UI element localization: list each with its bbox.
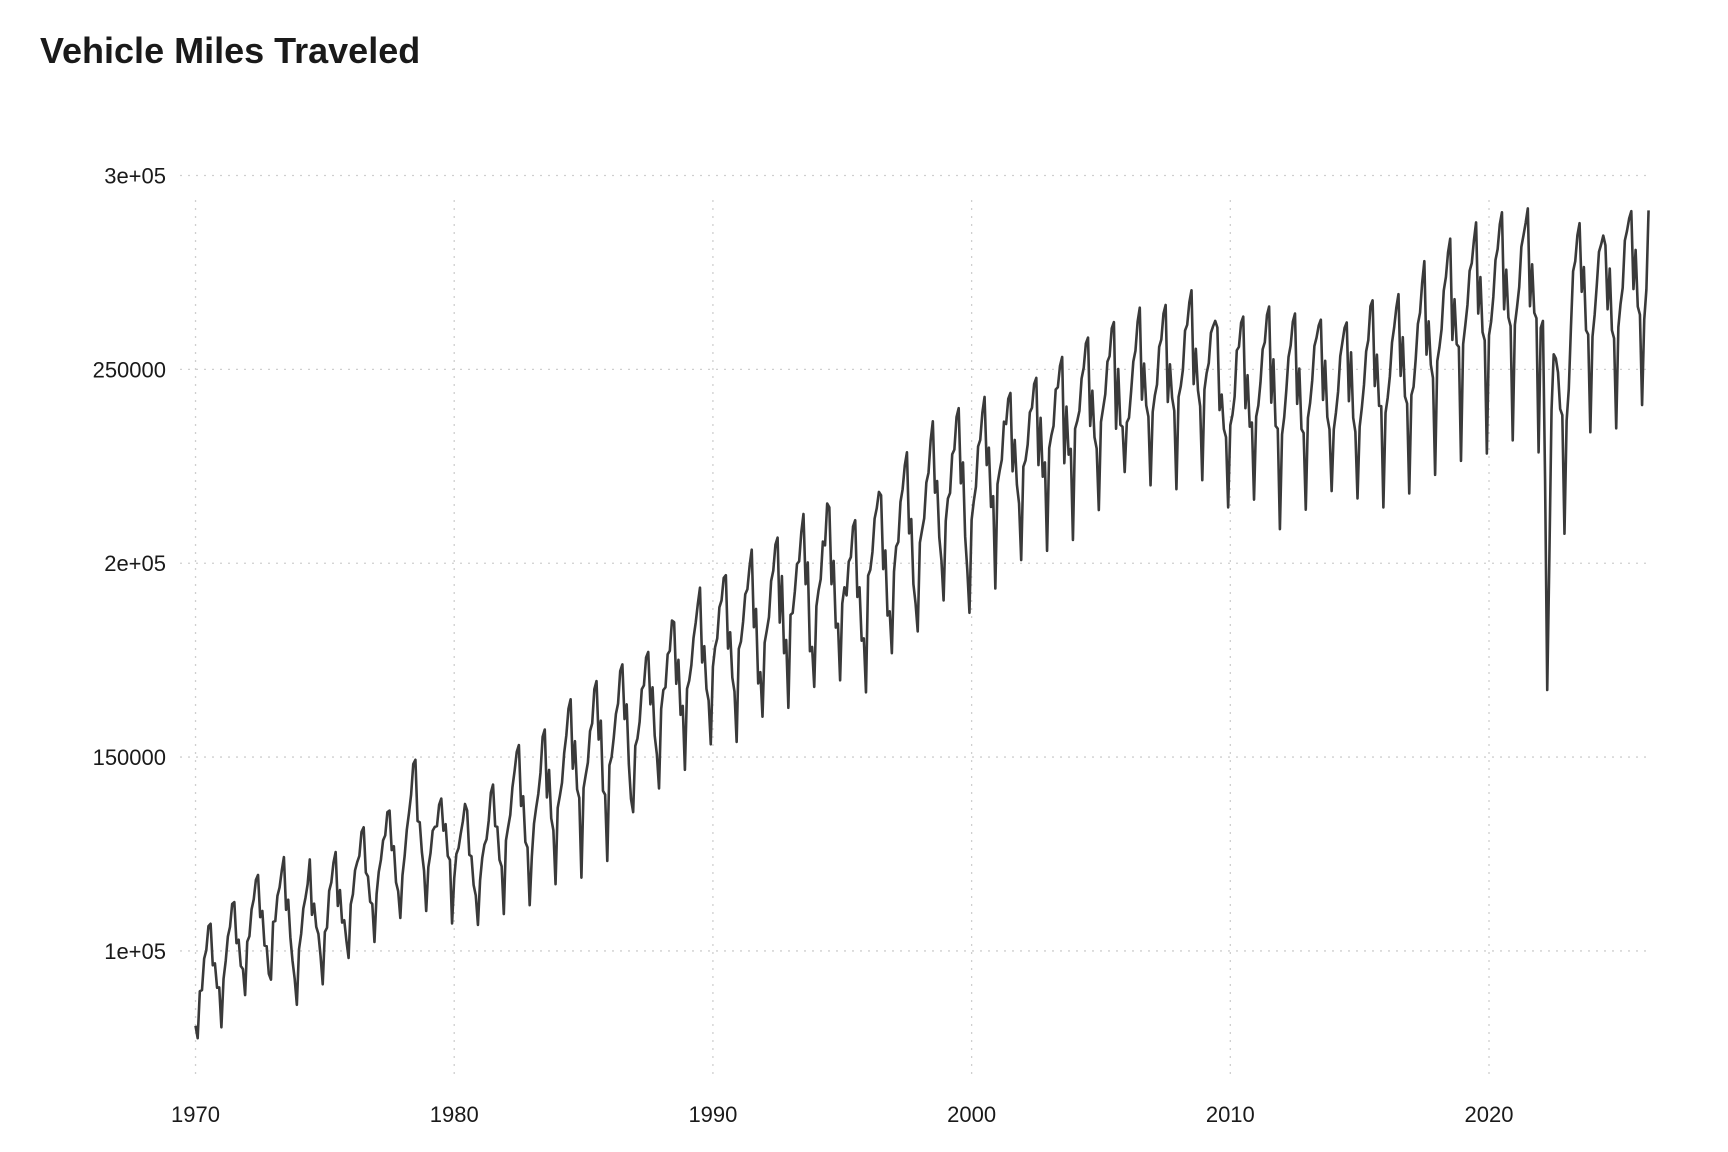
x-tick-label: 2000 xyxy=(947,1102,996,1127)
x-tick-label: 2010 xyxy=(1206,1102,1255,1127)
y-tick-label: 3e+05 xyxy=(104,164,166,189)
y-tick-label: 1e+05 xyxy=(104,939,166,964)
series-line xyxy=(194,207,1650,1040)
x-tick-label: 1990 xyxy=(688,1102,737,1127)
x-tick-label: 1980 xyxy=(430,1102,479,1127)
y-tick-label: 250000 xyxy=(93,357,166,382)
x-axis-tick-labels: 1970 1980 1990 2000 2010 2020 xyxy=(171,1102,1513,1127)
y-axis-tick-labels: 1e+05 150000 2e+05 250000 3e+05 xyxy=(93,164,166,964)
chart-title: Vehicle Miles Traveled xyxy=(40,30,421,71)
grid xyxy=(180,174,1652,1075)
y-tick-label: 2e+05 xyxy=(104,551,166,576)
series-layer xyxy=(194,207,1650,1040)
y-tick-label: 150000 xyxy=(93,745,166,770)
x-tick-label: 1970 xyxy=(171,1102,220,1127)
x-tick-label: 2020 xyxy=(1465,1102,1514,1127)
